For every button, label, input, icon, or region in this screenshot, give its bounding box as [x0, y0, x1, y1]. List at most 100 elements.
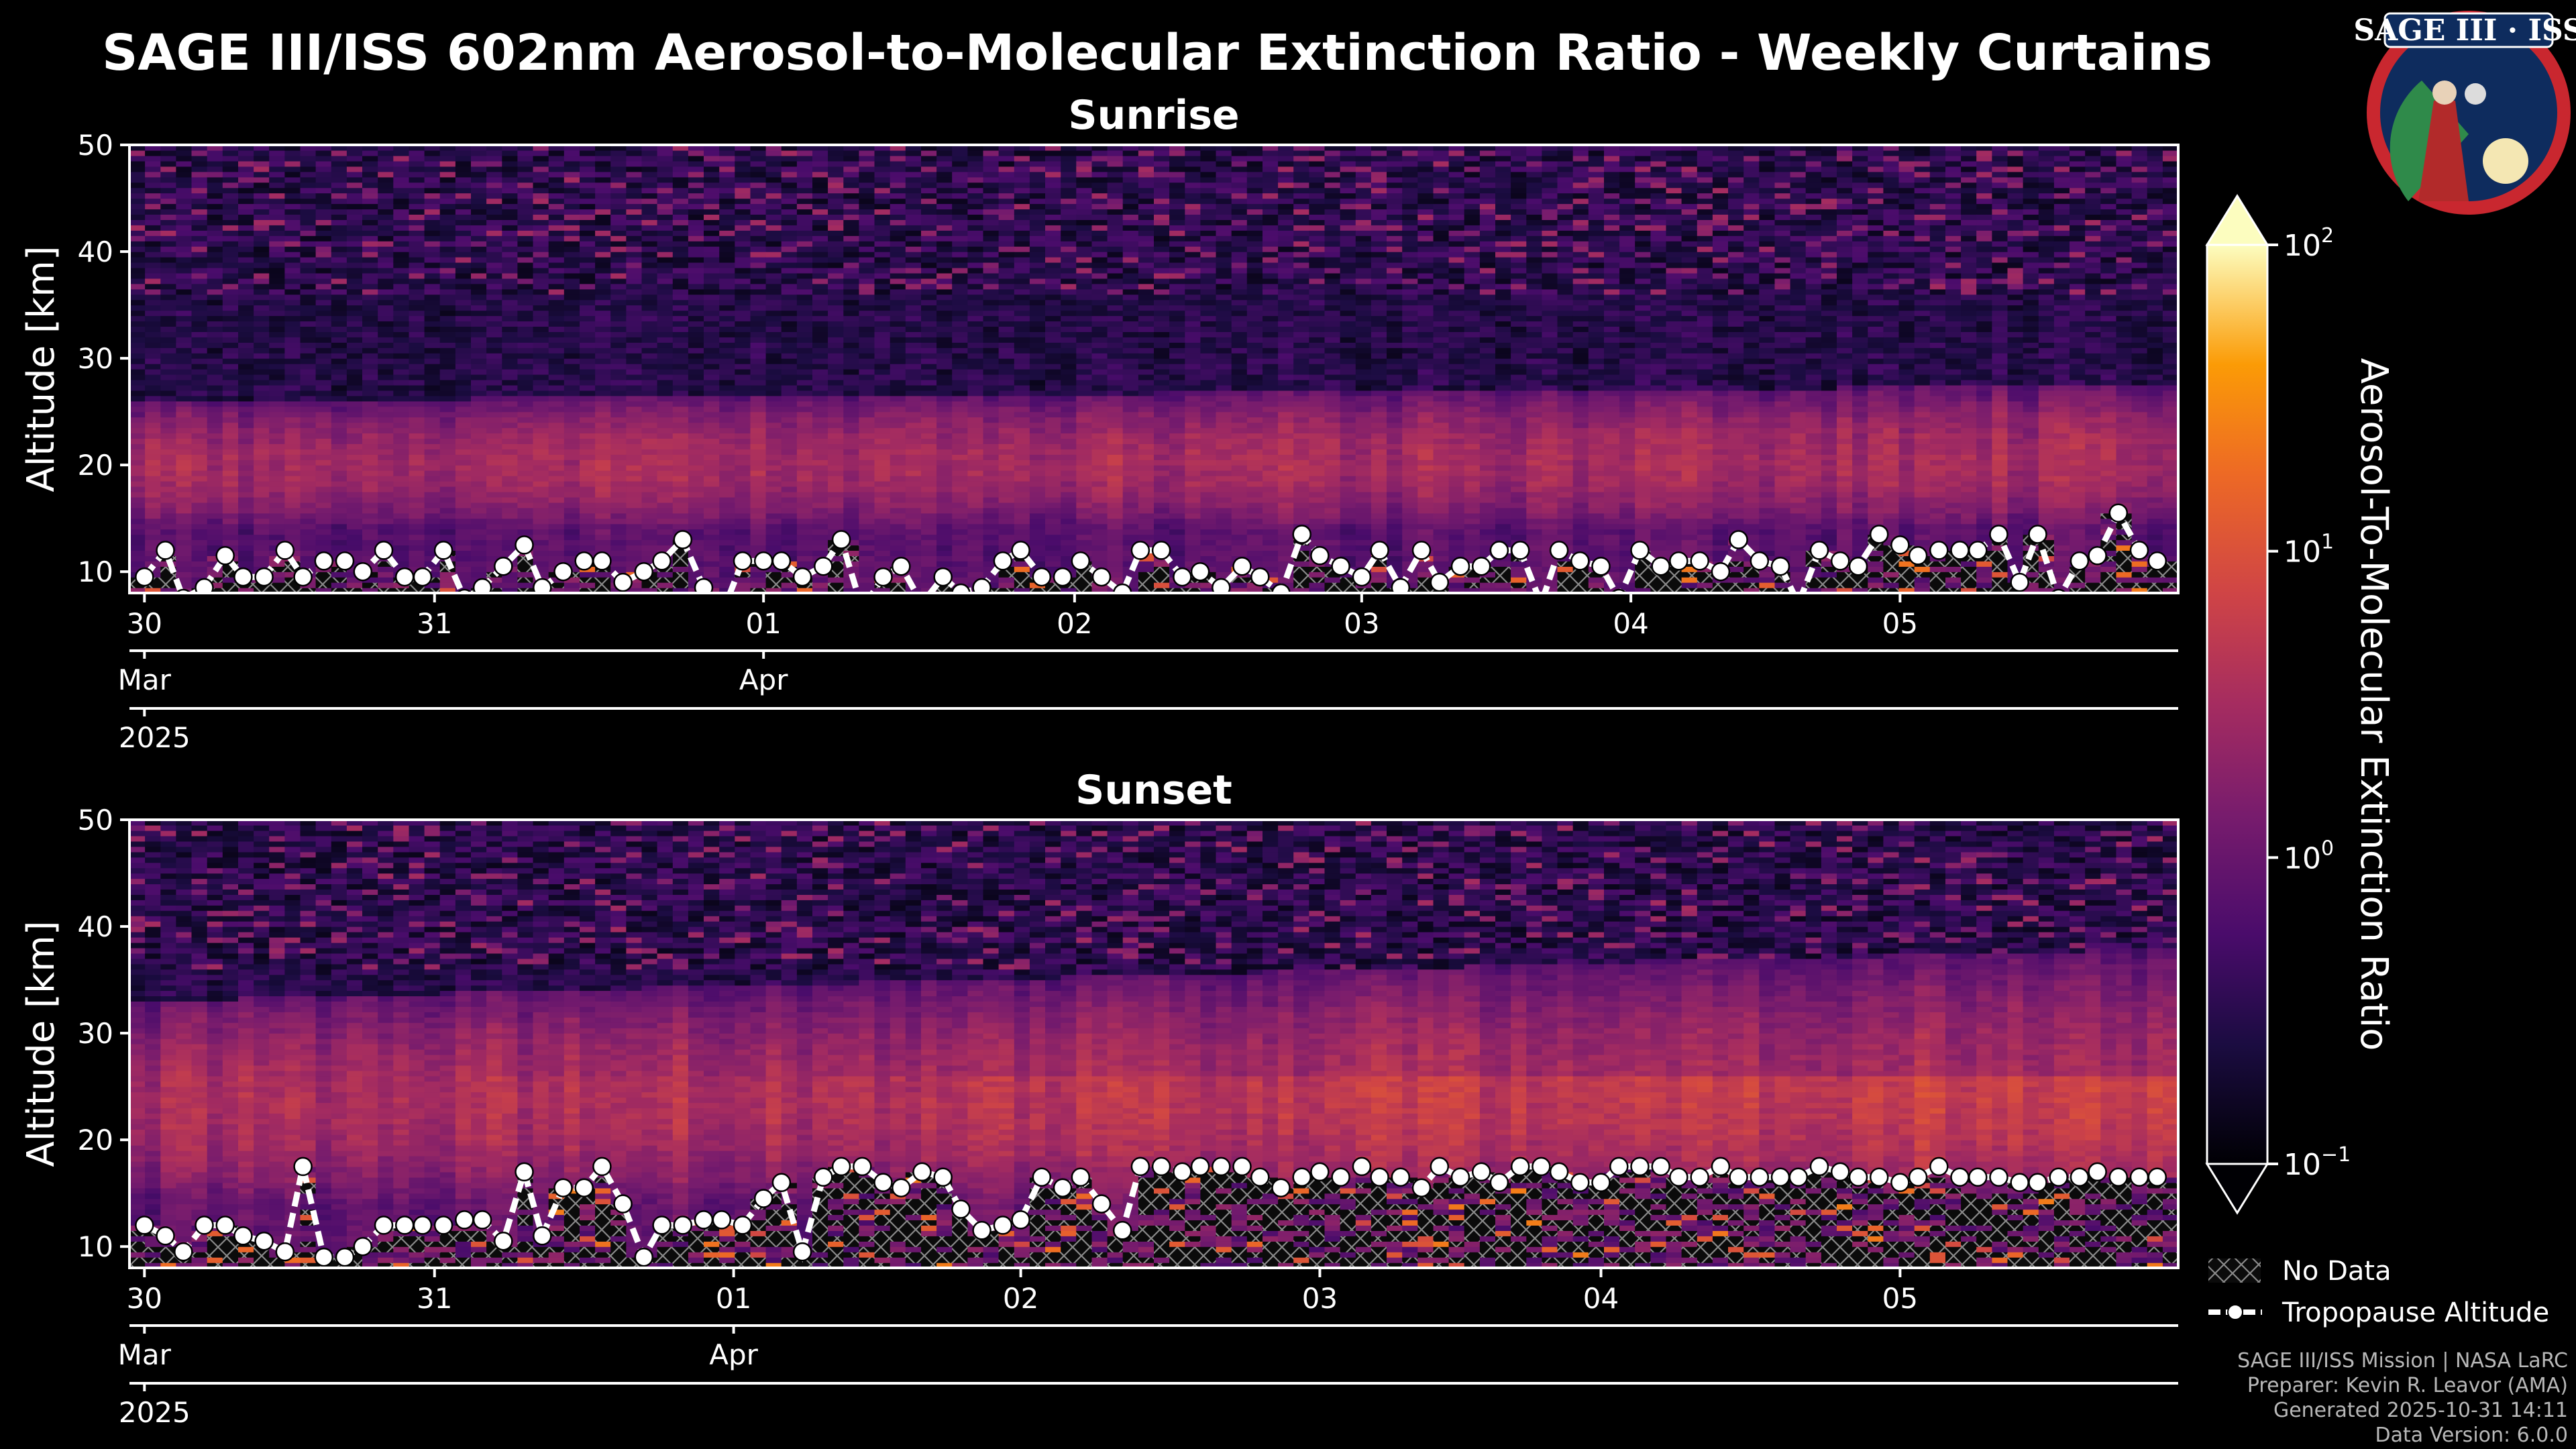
sunrise-heatmap-cell: [843, 193, 859, 199]
sunrise-heatmap-cell: [704, 257, 720, 263]
sunrise-heatmap-cell: [207, 310, 223, 317]
sunrise-heatmap-cell: [191, 347, 208, 354]
sunrise-heatmap-cell: [859, 555, 875, 561]
sunrise-heatmap-cell: [284, 171, 301, 178]
sunrise-heatmap-cell: [191, 449, 208, 455]
sunrise-heatmap-cell: [672, 422, 689, 429]
sunrise-heatmap-cell: [269, 315, 285, 322]
sunrise-heatmap-cell: [238, 209, 254, 215]
sunrise-heatmap-cell: [300, 337, 317, 343]
sunrise-heatmap-cell: [874, 203, 891, 210]
sunrise-heatmap-cell: [781, 315, 798, 322]
sunrise-heatmap-cell: [626, 278, 643, 284]
sunrise-heatmap-cell: [424, 294, 441, 301]
sunrise-heatmap-cell: [719, 176, 735, 183]
sunrise-heatmap-cell: [796, 257, 813, 263]
sunrise-heatmap-cell: [533, 310, 549, 317]
sunrise-heatmap-cell: [1014, 267, 1030, 274]
sunrise-heatmap-cell: [548, 176, 565, 183]
sunrise-heatmap-cell: [672, 491, 689, 498]
sunrise-heatmap-cell: [580, 214, 596, 220]
sunrise-heatmap-cell: [1014, 518, 1030, 525]
sunrise-heatmap-cell: [641, 561, 658, 567]
sunrise-heatmap-cell: [160, 406, 176, 413]
sunrise-heatmap-cell: [129, 481, 146, 487]
sunrise-heatmap-cell: [346, 257, 363, 263]
sunrise-heatmap-cell: [254, 176, 270, 183]
sunrise-heatmap-cell: [160, 182, 176, 189]
sunrise-heatmap-cell: [704, 272, 720, 279]
sunrise-heatmap-cell: [362, 443, 378, 449]
sunrise-heatmap-cell: [610, 209, 627, 215]
sunrise-heatmap-cell: [502, 176, 518, 183]
sunrise-heatmap-cell: [595, 523, 611, 530]
sunrise-heatmap-cell: [346, 230, 363, 236]
sunrise-heatmap-cell: [890, 529, 906, 535]
sunrise-heatmap-cell: [564, 145, 580, 151]
sunrise-heatmap-cell: [750, 283, 767, 290]
sunrise-heatmap-cell: [812, 171, 828, 178]
sunrise-heatmap-cell: [284, 310, 301, 317]
sunrise-heatmap-cell: [222, 241, 239, 247]
sunrise-heatmap-cell: [580, 321, 596, 327]
sunrise-heatmap-cell: [859, 572, 875, 578]
sunrise-heatmap-cell: [688, 465, 704, 471]
sunrise-heatmap-cell: [657, 257, 674, 263]
sunrise-heatmap-cell: [719, 347, 735, 354]
sunrise-heatmap-cell: [672, 523, 689, 530]
sunrise-heatmap-cell: [796, 166, 813, 172]
sunrise-heatmap-cell: [222, 225, 239, 231]
sunrise-heatmap-cell: [735, 331, 751, 337]
sunrise-heatmap-cell: [983, 203, 1000, 210]
sunrise-heatmap-cell: [610, 315, 627, 322]
sunrise-heatmap-cell: [921, 342, 937, 348]
sunrise-heatmap-cell: [471, 193, 487, 199]
sunrise-heatmap-cell: [657, 252, 674, 258]
sunrise-heatmap-cell: [781, 171, 798, 178]
sunrise-heatmap-cell: [331, 369, 347, 375]
sunrise-heatmap-cell: [145, 241, 161, 247]
sunrise-heatmap-cell: [657, 411, 674, 418]
sunrise-heatmap-cell: [254, 225, 270, 231]
sunrise-heatmap-cell: [284, 496, 301, 503]
sunrise-heatmap-cell: [548, 417, 565, 423]
sunrise-heatmap-cell: [688, 272, 704, 279]
sunrise-heatmap-cell: [967, 481, 984, 487]
sunrise-heatmap-cell: [580, 481, 596, 487]
sunrise-heatmap-cell: [424, 555, 441, 561]
sunrise-heatmap-cell: [393, 454, 409, 460]
sunrise-heatmap-cell: [502, 491, 518, 498]
sunrise-heatmap-cell: [145, 529, 161, 535]
sunrise-heatmap-cell: [967, 176, 984, 183]
sunrise-heatmap-cell: [176, 582, 193, 588]
sunrise-heatmap-cell: [378, 166, 394, 172]
sunrise-heatmap-cell: [874, 219, 891, 225]
sunrise-heatmap-cell: [533, 518, 549, 525]
sunrise-heatmap-cell: [657, 235, 674, 241]
sunrise-heatmap-cell: [471, 160, 487, 167]
sunrise-heatmap-cell: [346, 225, 363, 231]
sunrise-heatmap-cell: [641, 496, 658, 503]
sunrise-heatmap-cell: [238, 507, 254, 514]
sunrise-heatmap-cell: [765, 364, 782, 370]
sunrise-heatmap-cell: [983, 225, 1000, 231]
sunrise-heatmap-cell: [455, 166, 472, 172]
sunrise-heatmap-cell: [409, 555, 425, 561]
sunrise-heatmap-cell: [346, 422, 363, 429]
sunrise-heatmap-cell: [548, 187, 565, 194]
sunrise-heatmap-cell: [1045, 460, 1061, 466]
sunrise-no-data-cell: [269, 588, 285, 593]
sunrise-heatmap-cell: [455, 214, 472, 220]
sunrise-heatmap-cell: [983, 353, 1000, 359]
sunrise-heatmap-cell: [890, 145, 906, 151]
sunrise-heatmap-cell: [176, 155, 193, 162]
sunrise-heatmap-cell: [890, 193, 906, 199]
sunrise-heatmap-cell: [207, 491, 223, 498]
sunrise-heatmap-cell: [1014, 433, 1030, 439]
sunrise-heatmap-cell: [967, 145, 984, 151]
sunrise-heatmap-cell: [921, 203, 937, 210]
sunrise-heatmap-cell: [967, 209, 984, 215]
sunrise-heatmap-cell: [688, 209, 704, 215]
sunrise-heatmap-cell: [1014, 182, 1030, 189]
sunrise-heatmap-cell: [1045, 427, 1061, 434]
